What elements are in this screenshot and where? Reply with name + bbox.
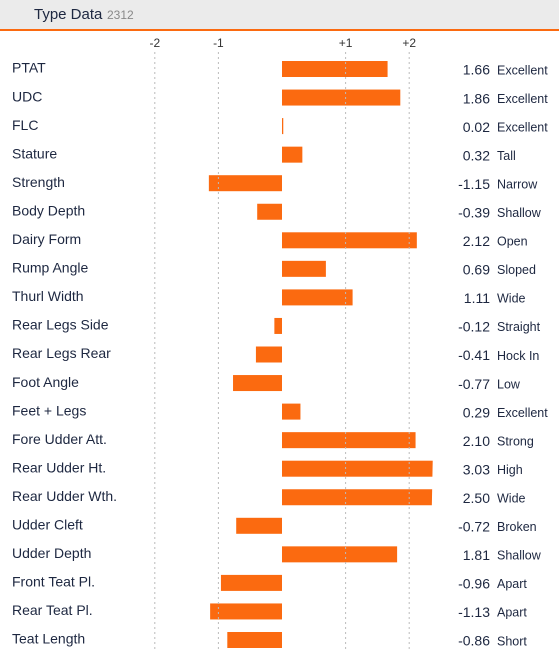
bars <box>208 61 441 648</box>
value-label: -1.13 <box>458 604 490 620</box>
value-label: -0.77 <box>458 376 490 392</box>
category-label: UDC <box>12 88 42 104</box>
descriptor-label: Apart <box>497 606 527 620</box>
descriptor-label: High <box>497 463 523 477</box>
category-label: FLC <box>12 117 38 133</box>
descriptor-label: Hock In <box>497 349 539 363</box>
category-label: Rear Udder Ht. <box>12 459 106 475</box>
x-tick-label: +1 <box>339 36 353 50</box>
descriptor-label: Apart <box>497 577 527 591</box>
bar <box>282 61 388 77</box>
descriptor-label: Low <box>497 377 521 391</box>
category-label: Rear Teat Pl. <box>12 602 93 618</box>
value-label: 0.32 <box>463 147 490 163</box>
value-label: 3.03 <box>463 461 490 477</box>
bar <box>282 489 441 506</box>
bar <box>257 203 282 220</box>
value-label: -0.72 <box>458 519 490 535</box>
value-label: 0.02 <box>463 119 490 135</box>
bar <box>220 574 282 591</box>
descriptor-label: Shallow <box>497 206 542 220</box>
category-label: Strength <box>12 174 65 190</box>
value-label: 1.66 <box>463 62 490 78</box>
bar <box>255 346 282 363</box>
bar <box>282 546 398 563</box>
x-tick-label: -2 <box>149 36 160 50</box>
descriptor-label: Shallow <box>497 549 542 563</box>
bar <box>210 603 282 620</box>
category-label: Body Depth <box>12 202 85 218</box>
value-label: -0.39 <box>458 204 490 220</box>
value-label: -1.15 <box>458 176 490 192</box>
category-label: Rump Angle <box>12 260 88 276</box>
value-label: -0.41 <box>458 347 490 363</box>
category-label: Thurl Width <box>12 288 84 304</box>
descriptor-label: Excellent <box>497 63 548 77</box>
descriptor-label: Wide <box>497 492 526 506</box>
value-label: -0.12 <box>458 319 490 335</box>
category-label: Stature <box>12 145 57 161</box>
descriptor-label: Wide <box>497 292 526 306</box>
value-label: 2.10 <box>463 433 490 449</box>
bar <box>282 260 326 277</box>
bar <box>282 146 303 163</box>
bar <box>282 403 301 420</box>
descriptor-label: Straight <box>497 320 541 334</box>
category-label: Dairy Form <box>12 231 81 247</box>
bar <box>227 632 282 648</box>
category-label: Rear Udder Wth. <box>12 488 117 504</box>
descriptor-label: Strong <box>497 434 534 448</box>
value-label: 1.86 <box>463 90 490 106</box>
x-tick-label: +2 <box>402 36 416 50</box>
bar <box>282 118 284 135</box>
bar <box>233 375 282 392</box>
descriptor-label: Short <box>497 634 527 648</box>
descriptor-label: Narrow <box>497 177 538 191</box>
header-band <box>0 0 559 30</box>
descriptor-label: Excellent <box>497 406 548 420</box>
descriptor-label: Open <box>497 235 528 249</box>
value-label: 0.69 <box>463 262 490 278</box>
category-label: Rear Legs Rear <box>12 345 111 361</box>
category-label: Udder Depth <box>12 545 91 561</box>
category-label: Front Teat Pl. <box>12 574 95 590</box>
chart-subtitle: 2312 <box>107 8 134 22</box>
bar <box>236 517 282 534</box>
bar <box>282 232 417 249</box>
bar <box>208 175 282 192</box>
category-label: Feet + Legs <box>12 402 86 418</box>
descriptor-label: Sloped <box>497 263 536 277</box>
category-label: Fore Udder Att. <box>12 431 107 447</box>
bar <box>274 317 282 334</box>
value-label: 2.50 <box>463 490 490 506</box>
bar <box>282 289 353 306</box>
descriptor-label: Tall <box>497 149 516 163</box>
bar <box>282 460 441 477</box>
value-label: 1.11 <box>464 290 490 306</box>
value-label: -0.96 <box>458 576 490 592</box>
x-tick-label: -1 <box>213 36 224 50</box>
descriptor-label: Excellent <box>497 92 548 106</box>
header-underline <box>0 29 559 31</box>
value-label: 0.29 <box>463 404 490 420</box>
chart-title: Type Data <box>34 6 103 23</box>
value-label: 1.81 <box>463 547 490 563</box>
value-label: -0.86 <box>458 633 490 649</box>
value-label: 2.12 <box>463 233 490 249</box>
category-label: PTAT <box>12 60 46 76</box>
descriptor-label: Excellent <box>497 120 548 134</box>
category-label: Foot Angle <box>12 374 79 390</box>
descriptor-label: Broken <box>497 520 537 534</box>
bar <box>282 89 401 106</box>
bar <box>282 432 416 449</box>
category-label: Udder Cleft <box>12 517 83 533</box>
category-label: Rear Legs Side <box>12 317 109 333</box>
category-label: Teat Length <box>12 631 85 647</box>
